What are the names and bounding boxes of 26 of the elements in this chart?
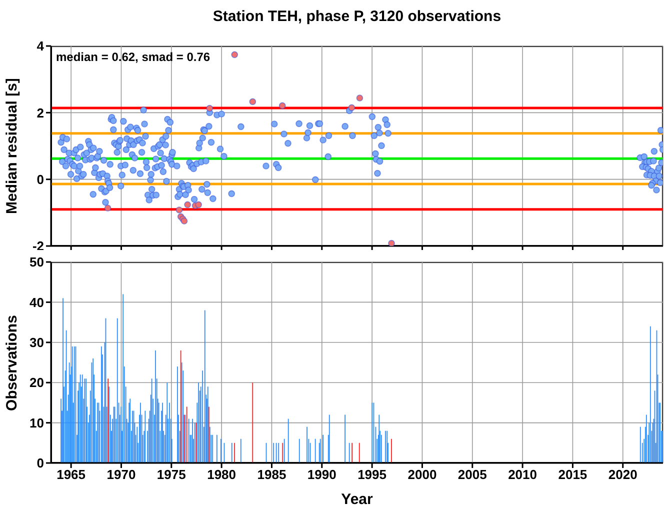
y-tick-label: 0 xyxy=(36,456,44,471)
x-tick-label: 2020 xyxy=(608,467,638,482)
x-tick-label: 2000 xyxy=(408,467,437,482)
annotation: median = 0.62, smad = 0.76 xyxy=(56,50,210,64)
x-tick-label: 1975 xyxy=(156,467,186,482)
y-tick-label: 0 xyxy=(36,172,44,187)
x-tick-label: 1985 xyxy=(257,467,286,482)
x-tick-label: 1980 xyxy=(207,467,236,482)
x-axis-title: Year xyxy=(340,491,374,508)
x-tick-label: 1995 xyxy=(358,467,387,482)
x-tick-label: 1965 xyxy=(56,467,86,482)
y-axis-title: Median residual [s] xyxy=(4,78,20,214)
y-tick-label: 2 xyxy=(36,105,44,120)
x-tick-label: 1990 xyxy=(307,467,336,482)
x-tick-label: 2005 xyxy=(458,467,487,482)
y-tick-label: 20 xyxy=(30,375,44,390)
x-tick-label: 1970 xyxy=(106,467,136,482)
y-axis-title: Observations xyxy=(4,314,20,410)
y-tick-label: 4 xyxy=(36,38,45,54)
y-tick-label: 50 xyxy=(30,254,44,270)
y-tick-label: 40 xyxy=(30,294,44,310)
y-tick-label: 30 xyxy=(30,335,44,350)
x-tick-label: 2015 xyxy=(558,467,588,482)
y-tick-label: 10 xyxy=(30,415,44,430)
x-tick-label: 2010 xyxy=(508,467,537,482)
chart-title: Station TEH, phase P, 3120 observations xyxy=(212,8,502,25)
